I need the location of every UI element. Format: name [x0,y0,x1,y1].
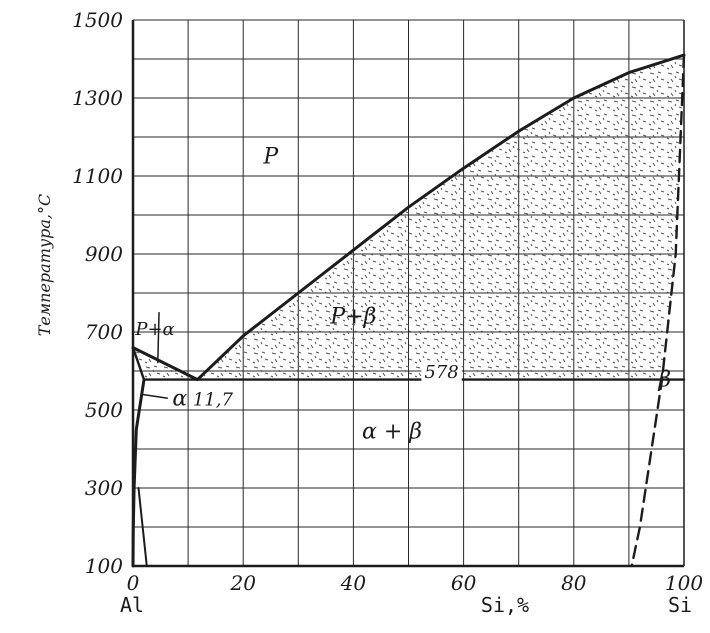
curve-layer [131,53,686,568]
liquid-beta-shaded-region [197,55,685,380]
eutectic-composition-label: 11,7 [193,389,234,410]
silicon-solidus-dashed-curve [630,53,686,568]
eutectic-temperature-label-backing [421,362,462,383]
liquid-alpha-pointer-line [157,312,160,364]
alpha-beta-region-label: α + β [362,419,422,444]
x-axis-right-end-label: Si [668,593,692,617]
x-axis-left-end-label: Al [120,593,144,617]
y-tick-label-900: 900 [85,242,123,266]
alpha-solvus-curve [131,378,146,568]
y-tick-label-1100: 1100 [72,164,123,188]
region-label-layer: Р Р+α Р+β α 11,7 578 α + β β [134,145,671,445]
x-tick-label-20: 20 [229,571,256,595]
liquidus-curve [131,53,686,382]
y-tick-label-1500: 1500 [72,8,123,32]
lower-solvus-curve [137,487,148,567]
liquid-region-label: Р [262,145,279,170]
y-tick-label-100: 100 [85,554,123,578]
y-tick-label-700: 700 [85,320,123,344]
y-tick-label-500: 500 [85,398,123,422]
x-tick-label-80: 80 [561,571,587,595]
x-axis-label: Si,% [481,593,529,617]
tick-label-layer: 100 300 500 700 900 1100 1300 1500 0 20 40 60 80 100 [72,8,703,595]
beta-region-label: β [657,368,671,393]
liquid-beta-region-label: Р+β [329,304,376,329]
eutectic-temperature-label: 578 [424,362,458,383]
x-tick-label-100: 100 [665,571,703,595]
y-axis-label: Температура,°С [35,194,54,337]
x-tick-label-60: 60 [451,571,477,595]
x-tick-label-0: 0 [127,571,140,595]
alpha-region-label: α [172,386,187,411]
y-tick-label-300: 300 [85,476,123,500]
liquid-alpha-region-label: Р+α [134,319,174,340]
x-tick-label-40: 40 [340,571,367,595]
alpha-solidus-line [131,346,146,381]
alpha-pointer-line [141,393,168,400]
axes-layer [131,20,685,568]
y-tick-label-1300: 1300 [72,86,123,110]
